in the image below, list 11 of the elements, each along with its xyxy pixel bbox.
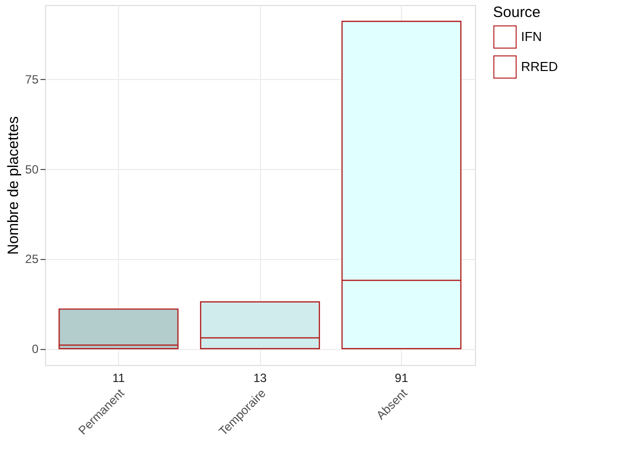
total-label: 13 — [253, 371, 267, 385]
legend-title: Source — [493, 4, 541, 21]
total-label: 11 — [112, 371, 126, 385]
legend-label: RRED — [521, 59, 558, 74]
y-tick-label: 75 — [25, 72, 39, 86]
total-label: 91 — [394, 371, 408, 385]
y-axis-title: Nombre de placettes — [5, 116, 22, 255]
y-tick-label: 0 — [32, 342, 39, 356]
y-tick-label: 25 — [25, 252, 39, 266]
legend-label: IFN — [521, 29, 542, 44]
y-tick-label: 50 — [25, 162, 39, 176]
